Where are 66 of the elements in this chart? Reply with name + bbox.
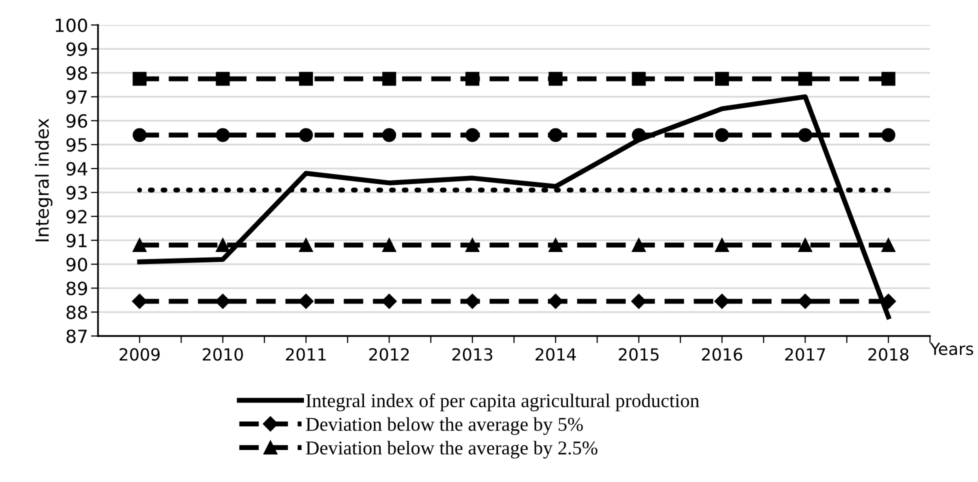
- point: [464, 294, 480, 309]
- point: [299, 128, 313, 142]
- y-tick-label: 90: [66, 258, 88, 272]
- x-tick-label: 2018: [868, 348, 908, 361]
- y-tick-label: 92: [66, 210, 86, 224]
- point: [798, 238, 812, 252]
- point: [132, 294, 148, 309]
- x-tick-label: 2009: [120, 348, 160, 361]
- x-axis-title: Years: [930, 342, 974, 356]
- point: [632, 238, 646, 252]
- x-tick-label: 2017: [785, 348, 825, 361]
- point: [216, 72, 230, 86]
- point: [299, 72, 313, 86]
- y-tick-label: 98: [66, 66, 88, 80]
- y-tick-label: 89: [66, 282, 88, 296]
- x-tick-label: 2016: [702, 348, 742, 361]
- legend-label: Deviation below the average by 2.5%: [306, 440, 598, 459]
- point: [132, 128, 147, 142]
- point: [465, 128, 480, 142]
- point: [798, 72, 812, 86]
- point: [548, 128, 563, 142]
- y-tick-label: 88: [66, 306, 88, 320]
- y-tick-label: 99: [66, 42, 88, 56]
- point: [382, 294, 397, 309]
- point: [881, 238, 896, 252]
- point: [548, 238, 563, 252]
- legend-label: Integral index of per capita agricultural production: [306, 393, 700, 412]
- x-tick-label: 2011: [286, 348, 326, 361]
- y-axis-title: Integral index: [34, 118, 52, 242]
- point: [215, 294, 230, 309]
- y-tick-label: 93: [66, 186, 87, 200]
- point: [715, 128, 729, 142]
- point: [382, 238, 396, 252]
- point: [881, 72, 896, 86]
- point: [465, 238, 480, 252]
- legend-label: Deviation below the average by 5%: [306, 417, 583, 435]
- x-tick-label: 2014: [536, 348, 576, 361]
- point: [382, 128, 396, 142]
- y-tick-label: 91: [66, 234, 87, 248]
- point: [548, 294, 564, 309]
- point: [132, 238, 147, 252]
- y-tick-label: 96: [66, 114, 88, 128]
- y-tick-label: 97: [66, 90, 87, 104]
- y-tick-label: 87: [66, 329, 87, 344]
- point: [216, 128, 230, 142]
- point: [631, 294, 646, 309]
- x-tick-label: 2015: [618, 348, 659, 361]
- point: [881, 128, 896, 142]
- y-tick-label: 95: [66, 138, 87, 152]
- point: [632, 72, 646, 86]
- point: [382, 72, 396, 86]
- point: [632, 128, 646, 142]
- y-tick-label: 94: [66, 162, 88, 176]
- x-tick-label: 2012: [369, 348, 409, 361]
- point: [465, 72, 480, 86]
- point: [798, 294, 813, 309]
- y-tick-label: 100: [56, 18, 88, 32]
- point: [715, 238, 729, 252]
- point: [548, 72, 563, 86]
- point: [299, 238, 313, 252]
- point: [132, 72, 147, 86]
- point: [798, 128, 812, 142]
- x-tick-label: 2013: [452, 348, 492, 361]
- point: [715, 72, 729, 86]
- point: [216, 238, 230, 252]
- x-tick-label: 2010: [202, 348, 243, 361]
